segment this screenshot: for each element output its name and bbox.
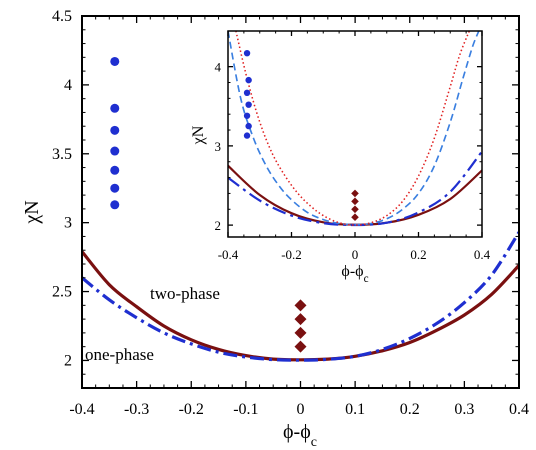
x-tick-label: -0.4	[218, 247, 239, 262]
x-tick-label: 0.2	[400, 401, 420, 418]
y-tick-label: 3	[215, 139, 222, 154]
data-point-circle	[245, 76, 252, 84]
data-point-diamond	[294, 313, 307, 326]
data-point-circle	[243, 112, 251, 119]
x-tick-label: -0.2	[179, 401, 204, 418]
series-line-dashed	[228, 31, 480, 226]
data-point-diamond	[294, 326, 307, 339]
y-tick-label: 3	[64, 215, 72, 232]
x-axis-label-subscript: c	[311, 435, 317, 450]
data-point-circle	[110, 103, 120, 113]
data-point-circle	[243, 132, 251, 139]
y-tick-label: 2	[64, 352, 72, 369]
data-point-circle	[110, 56, 120, 66]
x-tick-label: 0.2	[410, 247, 426, 262]
data-point-circle	[110, 183, 120, 193]
x-axis-label: ϕ-ϕc	[341, 263, 368, 285]
x-tick-label: 0	[352, 247, 359, 262]
data-point-circle	[245, 122, 252, 130]
x-tick-label: 0	[297, 401, 305, 418]
data-point-circle	[243, 49, 251, 57]
x-axis-label-subscript: c	[364, 273, 369, 285]
x-tick-label: 0.1	[345, 401, 365, 418]
y-tick-label: 4	[64, 77, 72, 94]
series-line-dash-dot	[82, 231, 519, 362]
main-plot: -0.4 -0.3 -0.2 -0.1 0 0.1 0.2 0.3 0.4 2 2.5 3 3.5 4 4.…	[21, 8, 529, 450]
data-point-circle	[110, 125, 120, 135]
data-point-diamond	[294, 340, 307, 353]
data-point-circle	[245, 101, 252, 108]
y-axis-label: χN	[190, 125, 207, 145]
x-tick-label: -0.1	[233, 401, 258, 418]
data-point-diamond	[351, 213, 359, 221]
x-tick-label: -0.4	[69, 401, 94, 418]
annotation-one-phase: one-phase	[85, 345, 154, 364]
y-axis-label: χN	[21, 200, 43, 224]
series-line-dotted	[235, 31, 471, 226]
inset-plot: -0.4 -0.2 0 0.2 0.4 2 3 4 ϕ-ϕc χN	[190, 30, 491, 285]
y-tick-label: 2.5	[52, 284, 72, 301]
x-tick-label: 0.3	[454, 401, 474, 418]
y-tick-label: 3.5	[52, 146, 72, 163]
data-point-circle	[110, 165, 120, 175]
x-tick-label: -0.3	[124, 401, 149, 418]
x-axis-label: ϕ-ϕc	[283, 421, 317, 450]
x-tick-label: 0.4	[509, 401, 529, 418]
y-tick-label: 4.5	[52, 8, 72, 25]
annotation-two-phase: two-phase	[150, 284, 220, 303]
data-point-circle	[243, 89, 251, 97]
data-point-diamond	[351, 189, 359, 198]
data-point-circle	[110, 146, 120, 156]
x-tick-label: 0.4	[474, 247, 491, 262]
y-tick-label: 4	[215, 60, 222, 75]
data-point-diamond	[351, 197, 359, 206]
data-point-diamond	[294, 299, 307, 312]
y-tick-label: 2	[215, 218, 222, 233]
x-tick-label: -0.2	[281, 247, 302, 262]
series-line-solid	[82, 250, 519, 362]
data-point-diamond	[351, 205, 359, 214]
data-point-circle	[110, 200, 120, 210]
